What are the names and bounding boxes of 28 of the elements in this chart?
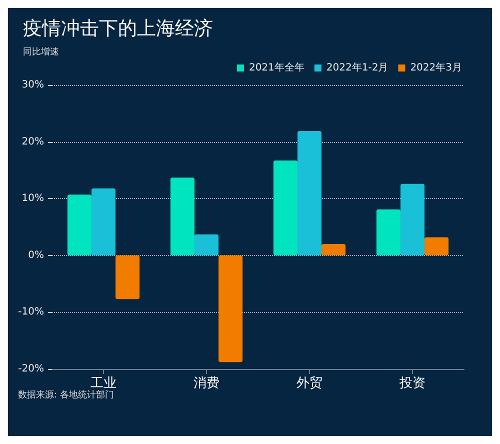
legend-label: 2021年全年	[248, 62, 304, 74]
bar	[218, 255, 243, 362]
bar	[376, 209, 400, 256]
y-tick-label: 30%	[22, 80, 44, 90]
legend-label: 2022年1-2月	[326, 62, 388, 74]
y-tick-label: -20%	[18, 364, 44, 374]
bar	[322, 244, 346, 256]
y-tick-label: -10%	[18, 306, 44, 318]
bar	[273, 160, 298, 256]
x-tick-label: 投资	[398, 376, 426, 391]
x-tick-label: 消费	[194, 376, 220, 391]
y-tick-label: 0%	[28, 250, 44, 261]
source-note: 数据来源: 各地统计部门	[18, 390, 114, 400]
bar	[424, 237, 449, 256]
bar	[91, 188, 116, 256]
bar	[400, 184, 425, 256]
bar	[67, 194, 92, 256]
bar	[116, 255, 140, 300]
y-tick-label: 10%	[22, 193, 44, 204]
x-tick-label: 工业	[90, 376, 116, 391]
x-tick-label: 外贸	[296, 376, 322, 391]
bar	[170, 178, 194, 256]
y-tick-label: 20%	[22, 136, 44, 148]
legend-label: 2022年3月	[410, 62, 462, 74]
bar	[297, 131, 322, 256]
bar	[194, 234, 219, 256]
chart-title: 疫情冲击下的上海经济	[23, 18, 213, 40]
y-axis-title: 同比增速	[23, 46, 59, 58]
